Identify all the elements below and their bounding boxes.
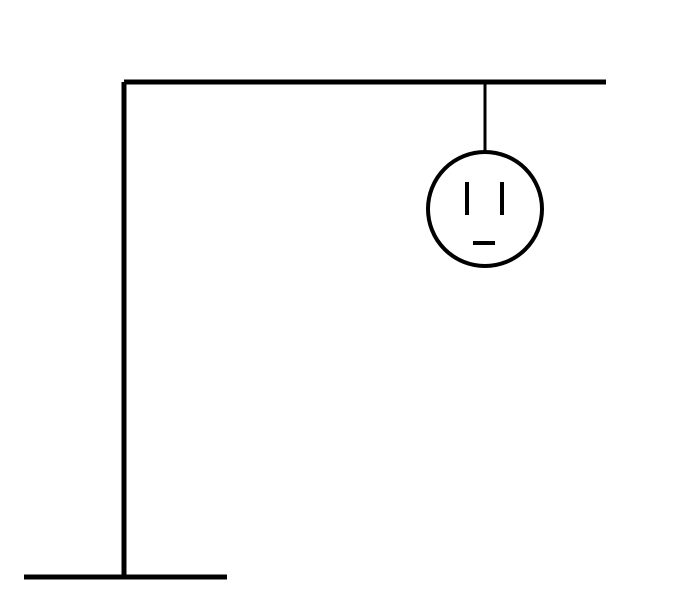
gallows <box>24 79 606 580</box>
head-circle <box>426 150 544 268</box>
hangman-head <box>426 150 544 268</box>
